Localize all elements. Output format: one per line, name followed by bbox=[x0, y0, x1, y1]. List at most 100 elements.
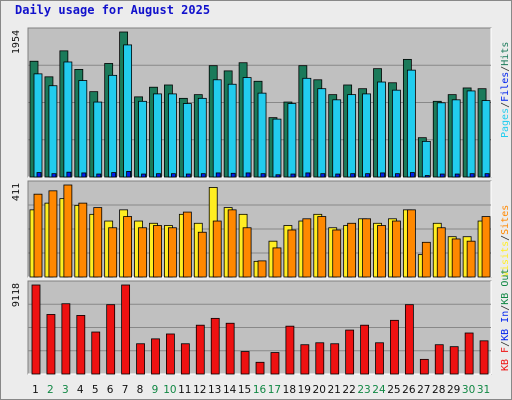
kbf-bar bbox=[106, 304, 116, 375]
hits-bar bbox=[272, 118, 282, 178]
files-bar bbox=[424, 175, 430, 178]
sites-bar bbox=[242, 227, 252, 278]
kbf-bar bbox=[390, 319, 399, 375]
files-bar bbox=[260, 173, 266, 178]
kbf-bar bbox=[300, 344, 310, 375]
sites-bar bbox=[227, 209, 237, 278]
day-label: 1 bbox=[32, 384, 39, 396]
hits-bar bbox=[302, 77, 312, 178]
files-bar bbox=[215, 172, 221, 178]
kbf-bar bbox=[151, 338, 160, 375]
hits-bar bbox=[63, 61, 73, 178]
day-label: 23 bbox=[357, 384, 370, 396]
sites-bar bbox=[362, 218, 371, 278]
day-label: 11 bbox=[178, 384, 191, 396]
sites-bar bbox=[63, 184, 73, 278]
files-bar bbox=[111, 172, 117, 178]
sites-bar bbox=[212, 220, 222, 278]
hits-bar bbox=[466, 90, 476, 178]
day-label: 19 bbox=[298, 384, 311, 396]
hits-bar bbox=[93, 101, 103, 178]
hits-bar bbox=[108, 74, 118, 178]
hits-bar bbox=[123, 44, 133, 178]
day-label: 5 bbox=[92, 384, 99, 396]
day-label: 22 bbox=[342, 384, 355, 396]
sites-bar bbox=[481, 216, 491, 278]
hits-bar bbox=[138, 100, 147, 178]
day-label: 27 bbox=[417, 384, 430, 396]
day-label: 28 bbox=[432, 384, 445, 396]
hits-bar bbox=[451, 99, 461, 178]
files-bar bbox=[275, 174, 281, 178]
sites-bar bbox=[466, 240, 476, 278]
day-label: 2 bbox=[47, 384, 54, 396]
sites-bar bbox=[153, 225, 162, 278]
sites-bar bbox=[168, 227, 177, 278]
day-label: 24 bbox=[372, 384, 386, 396]
kbf-bar bbox=[210, 317, 220, 375]
kbf-bar bbox=[375, 342, 384, 375]
files-bar bbox=[380, 172, 385, 178]
kbf-bar bbox=[270, 352, 280, 375]
day-label: 17 bbox=[268, 384, 281, 396]
files-bar bbox=[66, 171, 72, 178]
sites-bar bbox=[436, 227, 446, 278]
hits-bar bbox=[481, 100, 491, 178]
hits-bar bbox=[242, 77, 252, 178]
sites-bar bbox=[317, 216, 327, 278]
day-label: 30 bbox=[462, 384, 475, 396]
files-bar bbox=[36, 172, 42, 178]
kbf-bar bbox=[404, 304, 414, 375]
kbf-bar bbox=[31, 284, 41, 375]
sites-bar bbox=[392, 220, 401, 278]
hits-bar bbox=[347, 94, 357, 178]
hits-bar bbox=[168, 93, 177, 178]
kbf-bar bbox=[255, 361, 265, 375]
sites-bar bbox=[377, 225, 386, 278]
kbf-bar bbox=[464, 332, 474, 375]
files-bar bbox=[141, 173, 146, 178]
hits-bar bbox=[48, 85, 58, 178]
files-bar bbox=[305, 172, 311, 178]
day-label: 25 bbox=[387, 384, 400, 396]
files-bar bbox=[484, 173, 490, 178]
sites-bar bbox=[78, 202, 88, 278]
sites-bar bbox=[138, 227, 147, 278]
hits-bar bbox=[33, 73, 43, 178]
kbf-bar bbox=[345, 329, 355, 375]
sites-bar bbox=[257, 260, 267, 278]
kbf-bar bbox=[285, 325, 295, 375]
hits-bar bbox=[377, 81, 386, 178]
hits-bar bbox=[317, 88, 327, 178]
day-label: 12 bbox=[193, 384, 206, 396]
kbf-bar bbox=[61, 303, 71, 375]
day-label: 8 bbox=[137, 384, 144, 396]
files-bar bbox=[230, 172, 236, 178]
kbf-bar bbox=[180, 343, 190, 375]
hits-bar bbox=[332, 99, 342, 178]
day-label: 14 bbox=[223, 384, 237, 396]
sites-bar bbox=[347, 222, 357, 278]
kbf-bar bbox=[46, 314, 56, 375]
kbf-bar bbox=[360, 324, 369, 375]
hits-bar bbox=[392, 89, 401, 178]
sites-bar bbox=[33, 193, 43, 278]
sites-bar bbox=[451, 238, 461, 278]
files-bar bbox=[51, 173, 57, 178]
files-bar bbox=[126, 171, 132, 178]
sites-bar bbox=[421, 241, 431, 278]
sites-bar bbox=[272, 247, 282, 278]
day-label: 13 bbox=[208, 384, 221, 396]
middle-max-label: 411 bbox=[11, 183, 22, 201]
hits-bar bbox=[436, 102, 446, 178]
kbf-bar bbox=[479, 340, 489, 375]
files-bar bbox=[185, 173, 191, 178]
files-bar bbox=[156, 173, 161, 178]
sites-bar bbox=[48, 190, 58, 278]
hits-bar bbox=[227, 83, 237, 178]
files-bar bbox=[350, 173, 356, 178]
day-label: 3 bbox=[62, 384, 69, 396]
sites-bar bbox=[406, 209, 416, 278]
top-legend: Pages/Files/Hits bbox=[500, 42, 511, 138]
